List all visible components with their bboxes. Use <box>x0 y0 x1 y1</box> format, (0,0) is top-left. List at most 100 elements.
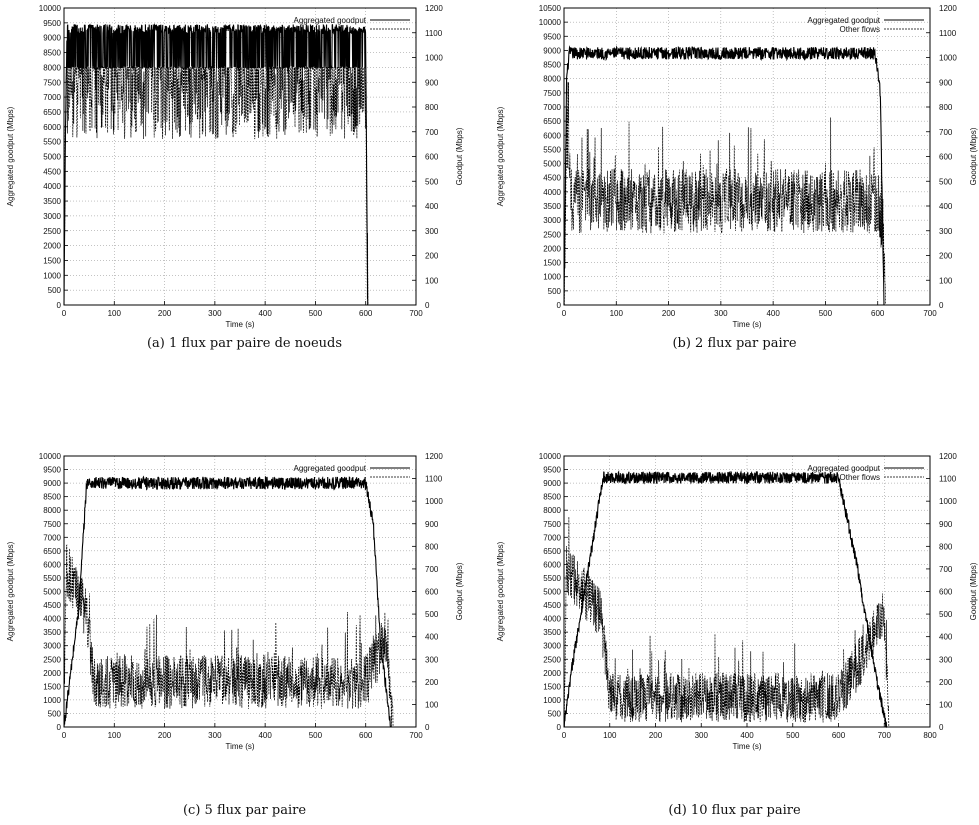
y-tick-label: 8500 <box>43 493 61 502</box>
chart-panel-b: 0 500 1000 1500 2000 2500 3000 3500 4000 4500 5000… <box>490 0 979 412</box>
y-tick-label: 2500 <box>543 655 561 664</box>
x-tick-label: 0 <box>62 731 67 740</box>
x-tick-label: 100 <box>108 731 122 740</box>
y-axis-label: Aggregated goodput (Mbps) <box>6 541 15 641</box>
x-tick-label: 100 <box>603 731 617 740</box>
y-tick-label: 0 <box>57 723 62 732</box>
y-tick-label: 0 <box>557 301 562 310</box>
grid <box>564 8 930 305</box>
y-tick-label: 2500 <box>543 230 561 239</box>
y2-tick-label: 100 <box>425 700 439 709</box>
y-tick-label: 1000 <box>43 271 61 280</box>
y-tick-label: 4500 <box>543 601 561 610</box>
x-tick-label: 700 <box>409 731 423 740</box>
y-tick-label: 4000 <box>43 182 61 191</box>
chart-b: 0500100015002000250030003500400045005000… <box>496 4 978 329</box>
y-axis-label: Aggregated goodput (Mbps) <box>496 541 505 641</box>
y-tick-label: 2000 <box>43 669 61 678</box>
y-tick-label: 500 <box>548 709 562 718</box>
x-tick-label: 200 <box>662 309 676 318</box>
y-axis-label: Aggregated goodput (Mbps) <box>496 106 505 206</box>
y-tick-label: 9500 <box>43 19 61 28</box>
y-tick-label: 8000 <box>543 506 561 515</box>
y-tick-label: 7000 <box>43 533 61 542</box>
chart-d: 0500100015002000250030003500400045005000… <box>496 452 978 751</box>
y-tick-label: 7500 <box>43 520 61 529</box>
y2-tick-label: 400 <box>425 633 439 642</box>
series-line-aggregated <box>563 45 885 306</box>
y-tick-label: 3000 <box>543 642 561 651</box>
y-tick-label: 6500 <box>543 117 561 126</box>
y2-tick-label: 800 <box>425 103 439 112</box>
x-tick-label: 600 <box>871 309 885 318</box>
legend-label: Other flows <box>840 25 880 34</box>
y-tick-label: 5000 <box>43 588 61 597</box>
y-tick-label: 8500 <box>543 493 561 502</box>
x-tick-label: 500 <box>819 309 833 318</box>
y-tick-label: 3500 <box>43 628 61 637</box>
y-tick-label: 6000 <box>43 560 61 569</box>
y2-tick-label: 1100 <box>939 29 957 38</box>
y-tick-label: 0 <box>557 723 562 732</box>
x-tick-label: 100 <box>610 309 624 318</box>
y-tick-label: 6000 <box>543 131 561 140</box>
x-tick-label: 700 <box>409 309 423 318</box>
y-tick-label: 0 <box>57 301 62 310</box>
y2-tick-label: 900 <box>425 78 439 87</box>
y-tick-label: 8000 <box>43 506 61 515</box>
y-tick-label: 500 <box>548 287 562 296</box>
chart-panel-a: 0 500 1000 1500 2000 2500 3000 3500 4000 4500 5000… <box>0 0 489 412</box>
y2-tick-label: 1000 <box>939 54 957 63</box>
x-tick-label: 200 <box>649 731 663 740</box>
y2-tick-label: 1000 <box>425 54 443 63</box>
y-tick-label: 8000 <box>543 75 561 84</box>
x-tick-label: 700 <box>878 731 892 740</box>
legend-label: Aggregated goodput <box>807 464 880 473</box>
y-tick-label: 7000 <box>43 93 61 102</box>
x-tick-label: 500 <box>309 309 323 318</box>
series-line-aggregated <box>63 475 392 728</box>
y2-tick-label: 700 <box>939 128 953 137</box>
x-tick-label: 600 <box>359 731 373 740</box>
y-tick-label: 1500 <box>543 259 561 268</box>
y-tick-label: 6000 <box>43 123 61 132</box>
series-line-aggregated <box>563 469 888 728</box>
y2-tick-label: 400 <box>425 202 439 211</box>
y-tick-label: 3500 <box>43 197 61 206</box>
x-tick-label: 500 <box>309 731 323 740</box>
series-line-other <box>63 66 369 306</box>
y-tick-label: 2000 <box>543 669 561 678</box>
y2-tick-label: 900 <box>939 520 953 529</box>
chart-caption: (c) 5 flux par paire <box>182 803 307 818</box>
y-tick-label: 9000 <box>543 479 561 488</box>
y2-tick-label: 700 <box>425 565 439 574</box>
y-tick-label: 3000 <box>543 216 561 225</box>
y2-tick-label: 200 <box>939 678 953 687</box>
y-tick-label: 2500 <box>43 227 61 236</box>
x-tick-label: 400 <box>258 309 272 318</box>
y2-tick-label: 800 <box>939 542 953 551</box>
y-tick-label: 2000 <box>43 242 61 251</box>
y-tick-label: 500 <box>48 286 62 295</box>
y2-tick-label: 300 <box>939 655 953 664</box>
y2-tick-label: 600 <box>425 588 439 597</box>
y-tick-label: 500 <box>48 709 62 718</box>
x-tick-label: 400 <box>766 309 780 318</box>
y-tick-label: 2000 <box>543 244 561 253</box>
y2-axis-label: Goodput (Mbps) <box>455 562 464 620</box>
y-tick-label: 4000 <box>543 188 561 197</box>
x-tick-label: 700 <box>923 309 937 318</box>
y-tick-label: 6500 <box>543 547 561 556</box>
legend-label: Aggregated goodput <box>293 16 366 25</box>
x-tick-label: 0 <box>562 309 567 318</box>
y-tick-label: 4000 <box>43 615 61 624</box>
y-tick-label: 3000 <box>43 212 61 221</box>
y2-tick-label: 900 <box>939 78 953 87</box>
chart-caption: (b) 2 flux par paire <box>672 336 797 351</box>
y2-tick-label: 1200 <box>425 4 443 13</box>
y-tick-label: 2500 <box>43 655 61 664</box>
y-tick-label: 10000 <box>539 452 562 461</box>
y-tick-label: 9000 <box>543 46 561 55</box>
series-line-aggregated <box>63 22 369 306</box>
y-tick-label: 10000 <box>39 4 62 13</box>
